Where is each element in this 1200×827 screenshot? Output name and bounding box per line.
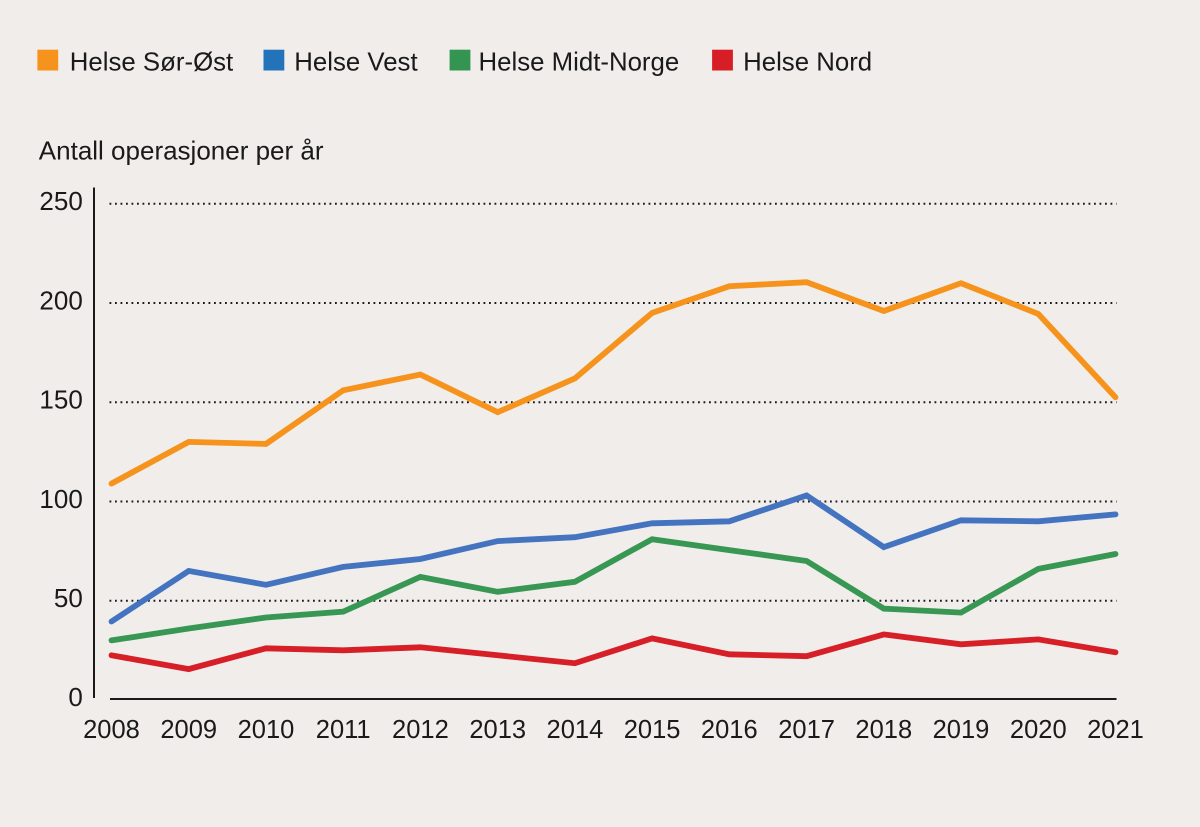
svg-text:Helse Nord: Helse Nord bbox=[743, 49, 872, 77]
svg-text:100: 100 bbox=[39, 484, 82, 514]
svg-text:Helse Midt-Norge: Helse Midt-Norge bbox=[479, 49, 680, 77]
svg-text:2020: 2020 bbox=[1010, 716, 1067, 744]
svg-text:2010: 2010 bbox=[238, 716, 295, 744]
svg-text:2012: 2012 bbox=[392, 716, 449, 744]
svg-text:2009: 2009 bbox=[160, 716, 217, 744]
svg-text:2018: 2018 bbox=[855, 716, 912, 744]
svg-text:250: 250 bbox=[39, 186, 82, 216]
svg-text:2017: 2017 bbox=[778, 716, 835, 744]
svg-text:200: 200 bbox=[39, 285, 82, 315]
svg-text:2021: 2021 bbox=[1087, 716, 1144, 744]
svg-text:Antall operasjoner per år: Antall operasjoner per år bbox=[39, 136, 324, 166]
svg-text:Helse Vest: Helse Vest bbox=[294, 49, 417, 77]
svg-text:2019: 2019 bbox=[933, 716, 990, 744]
svg-text:Helse Sør-Øst: Helse Sør-Øst bbox=[70, 49, 233, 77]
svg-text:2013: 2013 bbox=[469, 716, 526, 744]
svg-text:50: 50 bbox=[54, 583, 83, 613]
svg-text:2015: 2015 bbox=[624, 716, 681, 744]
svg-text:150: 150 bbox=[39, 385, 82, 415]
svg-text:0: 0 bbox=[68, 682, 82, 712]
svg-text:2016: 2016 bbox=[701, 716, 758, 744]
svg-text:2014: 2014 bbox=[547, 716, 604, 744]
svg-text:2011: 2011 bbox=[316, 716, 371, 744]
svg-text:2008: 2008 bbox=[83, 716, 140, 744]
